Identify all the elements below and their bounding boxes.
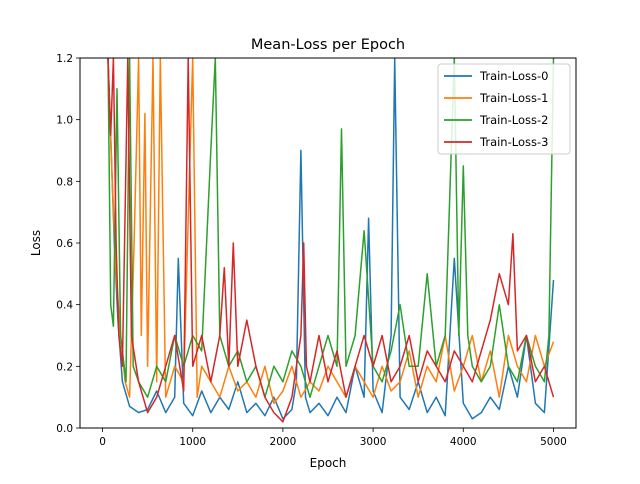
y-axis: 0.0 0.2 0.4 0.6 0.8 1.0 1.2 [56,53,80,435]
legend: Train-Loss-0 Train-Loss-1 Train-Loss-2 Trai… [437,63,571,155]
x-tick-label: 2000 [270,436,297,448]
x-axis: 0 1000 2000 3000 4000 5000 [99,428,567,448]
series-line-3 [107,58,555,423]
y-tick-label: 0.4 [56,300,73,312]
legend-label-0: Train-Loss-0 [479,69,548,83]
legend-box [437,63,571,155]
legend-label-1: Train-Loss-1 [479,91,548,105]
y-tick-label: 1.2 [56,53,73,65]
x-tick-label: 0 [99,436,106,448]
chart-title: Mean-Loss per Epoch [251,37,405,53]
y-tick-label: 0.0 [56,423,73,435]
y-tick-label: 0.6 [56,238,73,250]
legend-label-2: Train-Loss-2 [479,113,548,127]
series-lines [107,58,555,423]
x-tick-label: 3000 [360,436,387,448]
x-tick-label: 1000 [179,436,206,448]
series-line-2 [107,58,555,398]
y-tick-label: 0.8 [56,176,73,188]
series-line-1 [107,58,555,405]
x-tick-label: 5000 [540,436,567,448]
series-line-0 [107,58,555,420]
x-tick-label: 4000 [450,436,477,448]
x-axis-label: Epoch [310,456,347,470]
y-tick-label: 1.0 [56,115,73,127]
y-axis-label: Loss [29,230,43,256]
legend-label-3: Train-Loss-3 [479,135,548,149]
y-tick-label: 0.2 [56,361,73,373]
